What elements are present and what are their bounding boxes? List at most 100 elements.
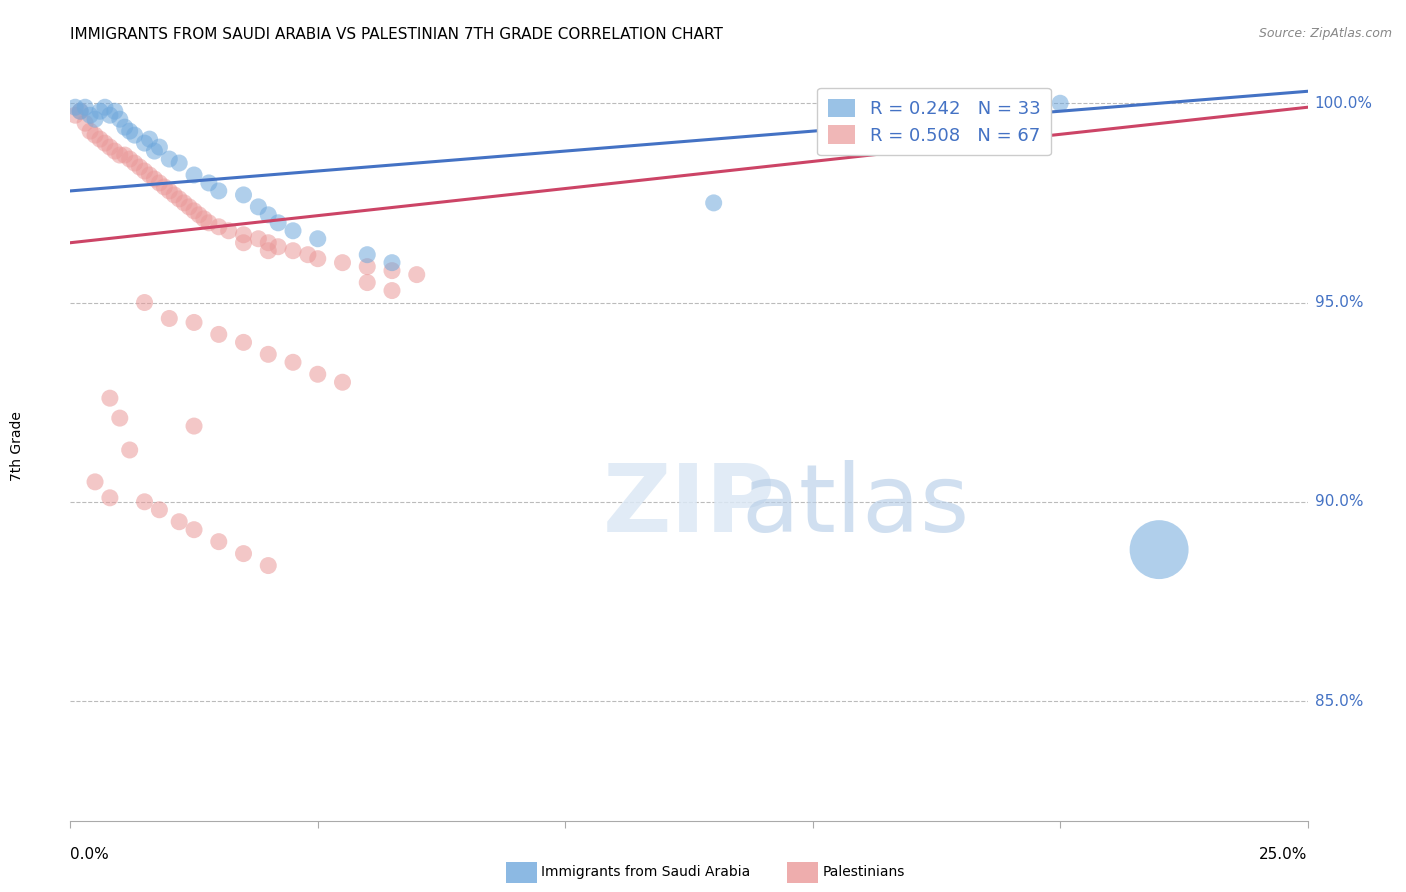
Text: Source: ZipAtlas.com: Source: ZipAtlas.com — [1258, 27, 1392, 40]
Point — [79, 108, 101, 122]
Point — [98, 108, 121, 122]
Point — [208, 534, 231, 549]
Point — [1049, 96, 1071, 111]
Point — [232, 547, 254, 561]
Point — [98, 140, 121, 154]
Point — [198, 176, 221, 190]
Point — [153, 180, 176, 194]
Point — [84, 112, 107, 127]
Point — [163, 188, 186, 202]
Point — [134, 295, 156, 310]
Point — [405, 268, 427, 282]
Text: 100.0%: 100.0% — [1315, 95, 1372, 111]
Point — [356, 260, 378, 274]
Point — [281, 224, 304, 238]
Point — [84, 475, 107, 489]
Point — [75, 116, 97, 130]
Text: 90.0%: 90.0% — [1315, 494, 1362, 509]
Point — [118, 124, 141, 138]
Point — [134, 164, 156, 178]
Point — [79, 124, 101, 138]
Point — [114, 120, 136, 135]
Point — [307, 368, 329, 382]
Point — [332, 376, 354, 390]
Point — [332, 255, 354, 269]
Point — [89, 132, 111, 146]
Point — [257, 208, 280, 222]
Point — [247, 200, 270, 214]
Point — [98, 391, 121, 405]
Point — [183, 203, 205, 218]
Point — [148, 502, 170, 516]
Point — [307, 232, 329, 246]
Point — [104, 104, 127, 119]
Point — [281, 244, 304, 258]
Text: Palestinians: Palestinians — [823, 865, 905, 880]
Point — [208, 327, 231, 342]
Point — [167, 156, 190, 170]
Point — [232, 335, 254, 350]
Point — [198, 216, 221, 230]
Point — [167, 515, 190, 529]
Point — [177, 200, 200, 214]
Point — [247, 232, 270, 246]
Point — [208, 219, 231, 234]
Point — [118, 152, 141, 166]
Point — [128, 160, 150, 174]
Point — [104, 144, 127, 158]
Point — [257, 244, 280, 258]
Text: ZIP: ZIP — [603, 460, 775, 552]
Point — [381, 263, 404, 277]
Point — [108, 148, 131, 162]
Point — [157, 184, 180, 198]
Point — [94, 136, 117, 150]
Point — [257, 347, 280, 361]
Point — [281, 355, 304, 369]
Point — [267, 216, 290, 230]
Point — [114, 148, 136, 162]
Point — [173, 195, 195, 210]
Point — [232, 227, 254, 242]
Text: atlas: atlas — [742, 460, 970, 552]
Text: 0.0%: 0.0% — [70, 847, 110, 863]
Point — [267, 240, 290, 254]
Point — [188, 208, 211, 222]
Point — [183, 168, 205, 182]
Point — [257, 235, 280, 250]
Point — [1147, 542, 1170, 557]
Point — [157, 311, 180, 326]
Text: 95.0%: 95.0% — [1315, 295, 1362, 310]
Point — [65, 100, 87, 114]
Text: IMMIGRANTS FROM SAUDI ARABIA VS PALESTINIAN 7TH GRADE CORRELATION CHART: IMMIGRANTS FROM SAUDI ARABIA VS PALESTIN… — [70, 27, 723, 42]
Point — [297, 248, 319, 262]
Point — [138, 168, 160, 182]
Text: 85.0%: 85.0% — [1315, 694, 1362, 708]
Point — [143, 172, 166, 186]
Point — [108, 112, 131, 127]
Point — [138, 132, 160, 146]
Point — [143, 144, 166, 158]
Text: Immigrants from Saudi Arabia: Immigrants from Saudi Arabia — [541, 865, 751, 880]
Point — [69, 104, 91, 119]
Point — [148, 176, 170, 190]
Point — [157, 152, 180, 166]
Point — [167, 192, 190, 206]
Text: 25.0%: 25.0% — [1260, 847, 1308, 863]
Point — [381, 255, 404, 269]
Point — [208, 184, 231, 198]
Point — [75, 100, 97, 114]
Point — [118, 442, 141, 457]
Point — [232, 235, 254, 250]
Point — [232, 188, 254, 202]
Point — [134, 136, 156, 150]
Point — [94, 100, 117, 114]
Point — [703, 195, 725, 210]
Point — [89, 104, 111, 119]
Text: 7th Grade: 7th Grade — [10, 411, 24, 481]
Point — [307, 252, 329, 266]
Point — [84, 128, 107, 142]
Point — [69, 104, 91, 119]
Point — [124, 128, 146, 142]
Point — [193, 211, 215, 226]
Point — [183, 315, 205, 329]
